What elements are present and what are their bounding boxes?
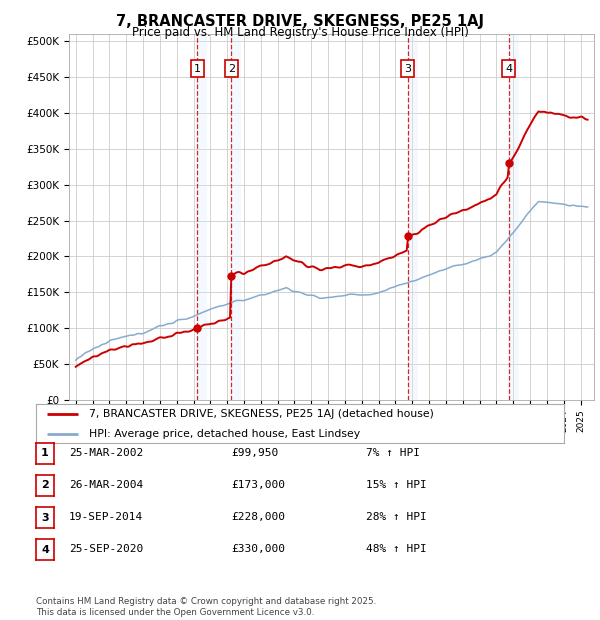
Text: 2: 2	[227, 63, 235, 74]
Text: 4: 4	[505, 63, 512, 74]
Text: 15% ↑ HPI: 15% ↑ HPI	[366, 480, 427, 490]
Bar	[407, 34, 418, 400]
Text: £330,000: £330,000	[231, 544, 285, 554]
Text: 7% ↑ HPI: 7% ↑ HPI	[366, 448, 420, 458]
Text: 4: 4	[41, 545, 49, 555]
Text: 7, BRANCASTER DRIVE, SKEGNESS, PE25 1AJ (detached house): 7, BRANCASTER DRIVE, SKEGNESS, PE25 1AJ …	[89, 409, 434, 419]
Text: £228,000: £228,000	[231, 512, 285, 522]
Text: 25-SEP-2020: 25-SEP-2020	[69, 544, 143, 554]
Text: 19-SEP-2014: 19-SEP-2014	[69, 512, 143, 522]
Text: 25-MAR-2002: 25-MAR-2002	[69, 448, 143, 458]
Bar	[509, 34, 519, 400]
Text: 1: 1	[194, 63, 201, 74]
Bar	[231, 34, 241, 400]
Text: 3: 3	[41, 513, 49, 523]
Text: Contains HM Land Registry data © Crown copyright and database right 2025.
This d: Contains HM Land Registry data © Crown c…	[36, 598, 376, 617]
Text: 3: 3	[404, 63, 411, 74]
Text: 7, BRANCASTER DRIVE, SKEGNESS, PE25 1AJ: 7, BRANCASTER DRIVE, SKEGNESS, PE25 1AJ	[116, 14, 484, 29]
Text: 48% ↑ HPI: 48% ↑ HPI	[366, 544, 427, 554]
Text: 1: 1	[41, 448, 49, 458]
Text: HPI: Average price, detached house, East Lindsey: HPI: Average price, detached house, East…	[89, 428, 360, 438]
Text: Price paid vs. HM Land Registry's House Price Index (HPI): Price paid vs. HM Land Registry's House …	[131, 26, 469, 39]
Bar	[197, 34, 208, 400]
Text: £173,000: £173,000	[231, 480, 285, 490]
Text: £99,950: £99,950	[231, 448, 278, 458]
Text: 26-MAR-2004: 26-MAR-2004	[69, 480, 143, 490]
Text: 2: 2	[41, 480, 49, 490]
Text: 28% ↑ HPI: 28% ↑ HPI	[366, 512, 427, 522]
